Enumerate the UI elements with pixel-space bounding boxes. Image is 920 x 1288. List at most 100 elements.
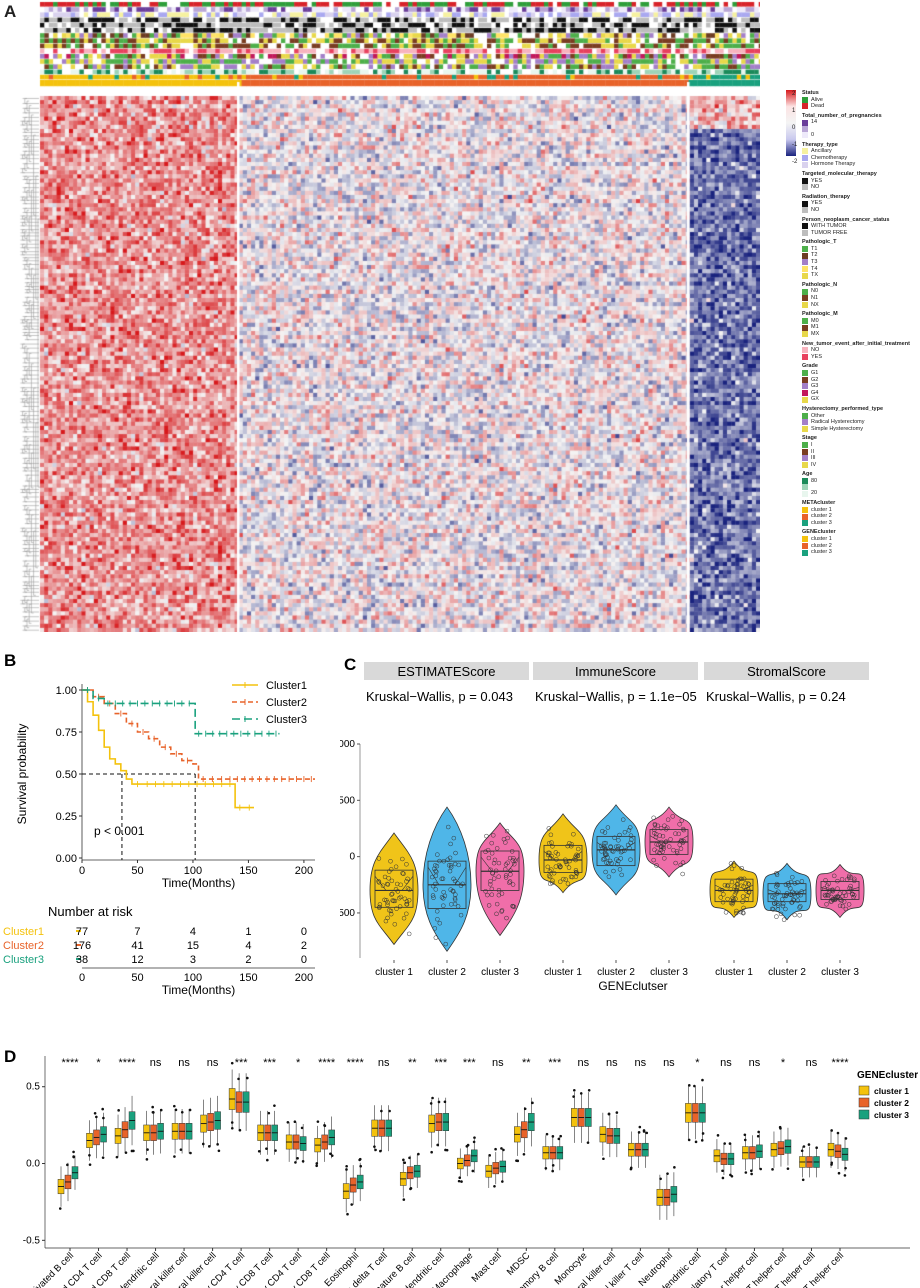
data-point [507, 879, 513, 884]
data-point [573, 857, 578, 863]
legend-group-title: Person_neoplasm_cancer_status [802, 216, 890, 223]
data-point [680, 871, 685, 877]
data-point [398, 894, 404, 900]
legend-item: G4 [802, 390, 918, 397]
legend-item: M1 [802, 324, 918, 331]
legend-swatch [802, 132, 808, 139]
scale-tick: -2 [792, 159, 798, 165]
legend-item: YES [802, 178, 918, 185]
data-point [843, 906, 849, 912]
data-point [496, 887, 502, 893]
data-point [377, 905, 382, 910]
legend-group: Pathologic_M M0 M1 MX [802, 311, 918, 338]
data-point [774, 872, 780, 877]
data-point [503, 867, 508, 872]
data-point [563, 877, 568, 882]
outlier-point [329, 1152, 332, 1156]
legend-group: Grade G1 G2 G3 G4 GX [802, 363, 918, 403]
data-point [741, 876, 747, 882]
legend-swatch [802, 207, 808, 214]
data-point [681, 839, 686, 844]
box-notch [794, 889, 807, 895]
data-point [681, 827, 687, 833]
data-point [389, 891, 395, 897]
data-point [743, 881, 748, 886]
data-point [398, 882, 403, 888]
legend-group-title: Grade [802, 363, 818, 370]
outlier-point [757, 1130, 760, 1134]
data-point [598, 843, 604, 849]
data-point [627, 825, 633, 830]
outlier-point [402, 1198, 406, 1201]
legend-group: Pathologic_T T1 T2 T3 T4 TX [802, 239, 918, 279]
risk-table-title: Number at risk [48, 904, 133, 919]
outlier-point [728, 1142, 732, 1145]
legend-label: N1 [811, 295, 819, 302]
panel-label-c: C [344, 655, 356, 674]
outlier-point [687, 1084, 691, 1087]
data-point [680, 826, 686, 832]
data-point [452, 861, 458, 867]
data-point [608, 844, 613, 849]
outlier-point [130, 1149, 134, 1153]
legend-swatch [802, 542, 808, 549]
data-point [627, 845, 632, 851]
legend-swatch [802, 442, 808, 449]
outlier-point [642, 1130, 646, 1133]
data-point [851, 894, 856, 900]
significance-label: ns [492, 1057, 504, 1069]
outlier-point [743, 1138, 747, 1142]
data-point [393, 887, 399, 892]
data-point [662, 856, 667, 861]
data-point [488, 879, 493, 884]
outlier-point [522, 1153, 526, 1156]
data-point [626, 828, 632, 833]
data-point [431, 895, 436, 900]
outlier-point [72, 1155, 75, 1158]
outlier-point [460, 1180, 463, 1183]
data-point [844, 877, 850, 882]
x-tick-label: 50 [131, 865, 143, 877]
data-point [389, 878, 395, 884]
legend-item: T3 [802, 259, 918, 266]
data-point [493, 868, 499, 874]
heatmap-color-scale [786, 90, 796, 156]
data-point [575, 853, 581, 859]
km-curve-cluster3 [82, 689, 280, 735]
data-point [654, 849, 660, 855]
x-tick-label: cluster 3 [821, 967, 859, 978]
y-tick-label: -2500 [340, 908, 355, 919]
data-point [433, 868, 438, 874]
data-point [385, 902, 390, 908]
outlier-point [174, 1108, 178, 1112]
significance-label: *** [434, 1057, 448, 1069]
data-point [453, 892, 458, 897]
data-point [494, 901, 500, 907]
outlier-point [559, 1134, 563, 1138]
outlier-point [230, 1126, 234, 1130]
legend-item [802, 484, 918, 491]
data-point [400, 856, 405, 862]
legend-group-title: GENEcluster [802, 529, 836, 536]
data-point [835, 886, 840, 891]
legend-group: Age 80 20 [802, 471, 918, 497]
data-point [783, 906, 788, 912]
legend-label: Cluster1 [266, 680, 307, 692]
legend-label: T3 [811, 259, 818, 266]
legend-item: TX [802, 272, 918, 279]
data-point [774, 884, 779, 889]
panel-b: B 0.000.250.500.751.000 50 100 150 200Surviv… [3, 651, 315, 997]
data-point [404, 862, 409, 867]
outlier-point [551, 1169, 554, 1173]
data-point [553, 864, 559, 869]
outlier-point [286, 1120, 290, 1124]
outlier-point [274, 1149, 277, 1152]
data-point [625, 842, 631, 848]
data-point [388, 908, 394, 914]
data-point [848, 875, 854, 880]
legend-item: G3 [802, 383, 918, 390]
data-point [545, 852, 551, 858]
legend-item: I [802, 442, 918, 449]
legend-group: Radiation_therapy YES NO [802, 194, 918, 214]
data-point [609, 848, 615, 853]
